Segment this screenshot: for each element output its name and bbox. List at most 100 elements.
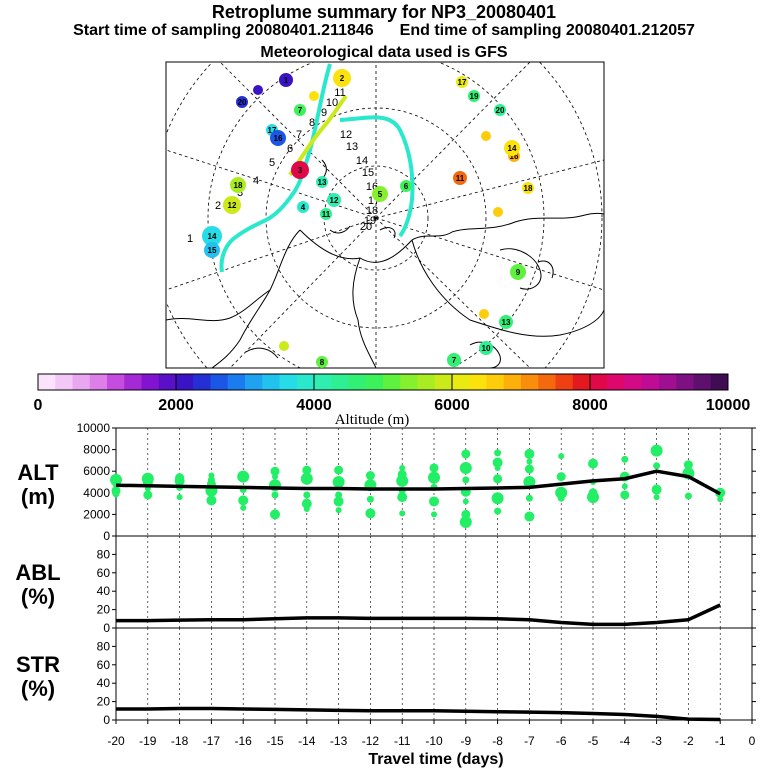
scatter-point	[110, 473, 122, 486]
plume-marker-label: 11	[322, 210, 331, 219]
plume-marker-label: 8	[320, 358, 325, 367]
colorbar-swatch	[331, 374, 349, 390]
plume-marker-label: 9	[516, 268, 521, 277]
plume-marker-label: 4	[301, 203, 306, 212]
scatter-point	[175, 473, 185, 483]
colorbar-swatch	[89, 374, 108, 390]
colorbar-swatch	[452, 374, 470, 390]
scatter-point	[206, 495, 217, 506]
series-line	[115, 469, 722, 496]
scatter-point	[303, 506, 310, 512]
scatter-point	[366, 495, 374, 503]
x-tick-label: -6	[556, 734, 567, 748]
scatter-point	[431, 511, 437, 518]
plume-marker	[297, 201, 309, 213]
scatter-point	[335, 491, 343, 499]
x-tick-label: -9	[460, 734, 471, 748]
scatter-point	[208, 472, 215, 479]
plume-marker	[270, 130, 286, 146]
panel-abl: 0 20 40 60 80 ABL(%)	[15, 535, 756, 635]
colorbar-swatch	[296, 374, 315, 390]
plume-marker-label: 16	[510, 152, 519, 161]
scatter-point	[620, 490, 630, 500]
scatter-point	[335, 507, 342, 514]
plume-marker	[202, 226, 222, 246]
plume-marker	[291, 161, 309, 179]
colorbar-swatch	[710, 374, 729, 390]
scatter-point	[494, 464, 501, 471]
colorbar-swatch	[279, 374, 298, 390]
x-tick-label: -17	[203, 734, 221, 748]
colorbar-swatch	[486, 374, 505, 390]
plume-marker-label: 6	[404, 182, 409, 191]
colorbar-swatch	[607, 374, 625, 390]
plume-marker-label: 3	[298, 166, 303, 175]
scatter-point	[717, 496, 724, 503]
x-tick-label: -12	[362, 734, 380, 748]
scatter-point	[271, 491, 279, 499]
track-day-label: 20	[360, 221, 372, 233]
scatter-point	[399, 464, 406, 471]
scatter-point	[332, 476, 345, 488]
scatter-point	[397, 492, 408, 503]
colorbar-swatch	[417, 374, 436, 390]
plume-marker	[456, 76, 468, 88]
colorbar-swatch	[227, 374, 246, 390]
colorbar-swatch	[72, 374, 91, 390]
colorbar-swatch	[521, 374, 539, 390]
x-tick-label: -7	[524, 734, 535, 748]
colorbar-swatch	[348, 374, 367, 390]
colorbar-swatch	[124, 374, 142, 390]
panel-unit: (m)	[21, 484, 55, 509]
scatter-point	[459, 461, 472, 474]
altitude-colorbar	[37, 373, 729, 391]
colorbar-tick-label: 8000	[572, 397, 608, 414]
scatter-point	[462, 498, 469, 505]
colorbar-tick-label: 6000	[434, 397, 470, 414]
scatter-point	[494, 449, 502, 457]
track-day-label: 12	[340, 129, 352, 141]
track-day-label: 11	[334, 87, 345, 99]
plume-marker-label: 20	[238, 98, 247, 107]
plume-marker	[499, 315, 513, 329]
plume-marker-label: 18	[234, 181, 243, 190]
track-day-label: 3	[237, 187, 243, 199]
plume-marker	[320, 208, 332, 220]
plume-marker	[230, 177, 246, 193]
scatter-point	[334, 465, 344, 475]
scatter-point	[555, 486, 568, 499]
coastlines	[166, 159, 604, 368]
track-day-label: 5	[269, 157, 275, 169]
colorbar-swatch	[193, 374, 211, 390]
plume-marker	[494, 104, 506, 116]
plume-markers: 1716192018121411139765432117162018121415…	[202, 69, 534, 368]
scatter-point	[524, 448, 535, 459]
series-line	[116, 603, 721, 627]
colorbar-swatch	[590, 374, 608, 390]
plume-track-3	[288, 94, 348, 177]
plume-track-2	[339, 115, 415, 238]
plume-marker	[333, 69, 351, 87]
plume-marker	[504, 140, 520, 156]
y-tick-label: 6000	[83, 464, 110, 478]
scatter-point	[303, 491, 311, 499]
plume-marker	[400, 180, 412, 192]
scatter-point	[621, 483, 628, 490]
plume-marker	[279, 341, 289, 351]
chart-title: Retroplume summary for NP3_20080401	[211, 2, 557, 22]
plume-marker	[372, 186, 388, 202]
scatter-point	[237, 470, 250, 483]
x-tick-label: -3	[651, 734, 662, 748]
colorbar-swatch	[158, 374, 177, 390]
plume-marker-label: 16	[274, 134, 283, 143]
plume-marker	[279, 73, 293, 87]
plume-marker-label: 13	[502, 318, 511, 327]
scatter-point	[523, 476, 536, 488]
y-tick-label: 60	[97, 658, 111, 672]
scatter-point	[141, 472, 154, 485]
colorbar-swatch	[624, 374, 643, 390]
y-tick-label: 40	[97, 676, 111, 690]
scatter-point	[653, 462, 661, 470]
